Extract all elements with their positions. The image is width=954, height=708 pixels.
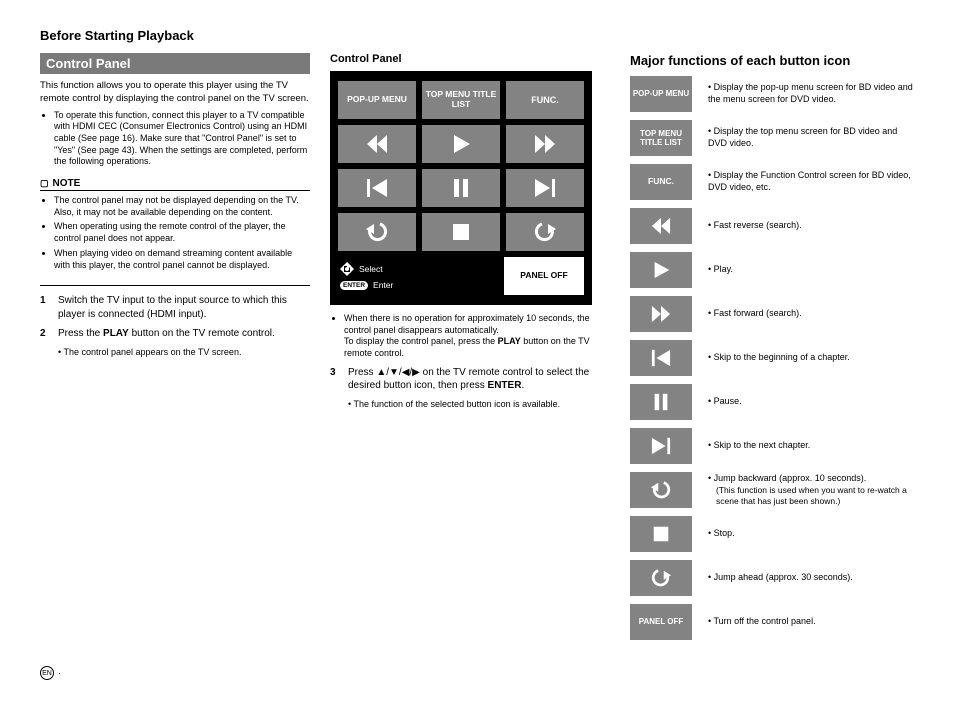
func-button [630,472,692,508]
panel-play[interactable] [422,125,500,163]
col-left: Control Panel This function allows you t… [40,53,310,648]
function-list: POP-UP MENU Display the pop-up menu scree… [630,76,914,640]
step-2-sub: The control panel appears on the TV scre… [58,347,310,359]
divider [40,285,310,286]
func-button [630,208,692,244]
func-desc: Turn off the control panel. [708,616,816,628]
func-row: Play. [630,252,914,288]
func-row: TOP MENU TITLE LIST Display the top menu … [630,120,914,156]
func-row: FUNC. Display the Function Control screen… [630,164,914,200]
page-title: Before Starting Playback [40,28,914,43]
func-desc: Display the top menu screen for BD video… [708,126,914,149]
func-desc: Skip to the beginning of a chapter. [708,352,850,364]
mid-note: When there is no operation for approxima… [344,313,610,360]
func-desc: Fast forward (search). [708,308,802,320]
lang-badge: EN [40,666,54,680]
func-desc: Jump backward (approx. 10 seconds).(This… [708,473,914,507]
control-panel: POP-UP MENU TOP MENU TITLE LIST FUNC. Se… [330,71,592,305]
func-row: Fast forward (search). [630,296,914,332]
page-dash: · [58,668,61,678]
note-label: NOTE [40,178,310,191]
func-button [630,384,692,420]
dpad-icon [340,262,354,276]
func-desc: Pause. [708,396,742,408]
func-desc: Skip to the next chapter. [708,440,810,452]
panel-off[interactable]: PANEL OFF [504,257,584,295]
func-button [630,296,692,332]
step-num: 3 [330,366,342,393]
func-desc: Stop. [708,528,735,540]
step-num: 1 [40,294,52,321]
intro-text: This function allows you to operate this… [40,80,310,106]
func-button [630,428,692,464]
enter-label: Enter [373,280,393,290]
mid-title: Control Panel [330,53,610,65]
panel-ff[interactable] [506,125,584,163]
note-item: When playing video on demand streaming c… [54,248,310,271]
func-desc: Play. [708,264,733,276]
step-3: 3 Press ▲/▼/◀/▶ on the TV remote control… [330,366,610,393]
note-list: The control panel may not be displayed d… [40,195,310,271]
func-desc: Fast reverse (search). [708,220,802,232]
panel-next[interactable] [506,169,584,207]
panel-stop[interactable] [422,213,500,251]
func-row: Stop. [630,516,914,552]
page-number: EN · [40,666,914,680]
func-desc: Display the Function Control screen for … [708,170,914,193]
step-1: 1 Switch the TV input to the input sourc… [40,294,310,321]
func-button: FUNC. [630,164,692,200]
func-button [630,340,692,376]
enter-pill-icon: ENTER [340,281,368,290]
func-row: POP-UP MENU Display the pop-up menu scree… [630,76,914,112]
func-row: Skip to the next chapter. [630,428,914,464]
step-2: 2 Press the PLAY button on the TV remote… [40,327,310,341]
col-right: Major functions of each button icon POP-… [630,53,914,648]
func-row: Jump backward (approx. 10 seconds).(This… [630,472,914,508]
panel-rew[interactable] [338,125,416,163]
intro-bullets: To operate this function, connect this p… [40,110,310,168]
step-num: 2 [40,327,52,341]
step-text: Switch the TV input to the input source … [58,294,310,321]
step-text: Press the PLAY button on the TV remote c… [58,327,275,341]
func-row: Jump ahead (approx. 30 seconds). [630,560,914,596]
func-button: POP-UP MENU [630,76,692,112]
func-row: Pause. [630,384,914,420]
panel-jumpback[interactable] [338,213,416,251]
func-row: Fast reverse (search). [630,208,914,244]
panel-prev[interactable] [338,169,416,207]
select-label: Select [359,264,383,274]
panel-jumpfwd[interactable] [506,213,584,251]
step-text: Press ▲/▼/◀/▶ on the TV remote control t… [348,366,610,393]
func-button: PANEL OFF [630,604,692,640]
panel-pause[interactable] [422,169,500,207]
step-3-sub: The function of the selected button icon… [348,399,610,411]
func-button [630,560,692,596]
func-row: PANEL OFF Turn off the control panel. [630,604,914,640]
col-mid: Control Panel POP-UP MENU TOP MENU TITLE… [330,53,610,648]
panel-func[interactable]: FUNC. [506,81,584,119]
panel-select-hints: Select ENTER Enter [338,257,498,295]
func-button: TOP MENU TITLE LIST [630,120,692,156]
note-item: When operating using the remote control … [54,221,310,244]
func-button [630,516,692,552]
func-button [630,252,692,288]
right-title: Major functions of each button icon [630,53,914,68]
func-desc: Jump ahead (approx. 30 seconds). [708,572,853,584]
func-row: Skip to the beginning of a chapter. [630,340,914,376]
intro-bullet: To operate this function, connect this p… [54,110,310,168]
section-bar: Control Panel [40,53,310,74]
note-item: The control panel may not be displayed d… [54,195,310,218]
mid-notes: When there is no operation for approxima… [330,313,610,360]
panel-popup-menu[interactable]: POP-UP MENU [338,81,416,119]
columns: Control Panel This function allows you t… [40,53,914,648]
func-desc: Display the pop-up menu screen for BD vi… [708,82,914,105]
panel-top-menu[interactable]: TOP MENU TITLE LIST [422,81,500,119]
